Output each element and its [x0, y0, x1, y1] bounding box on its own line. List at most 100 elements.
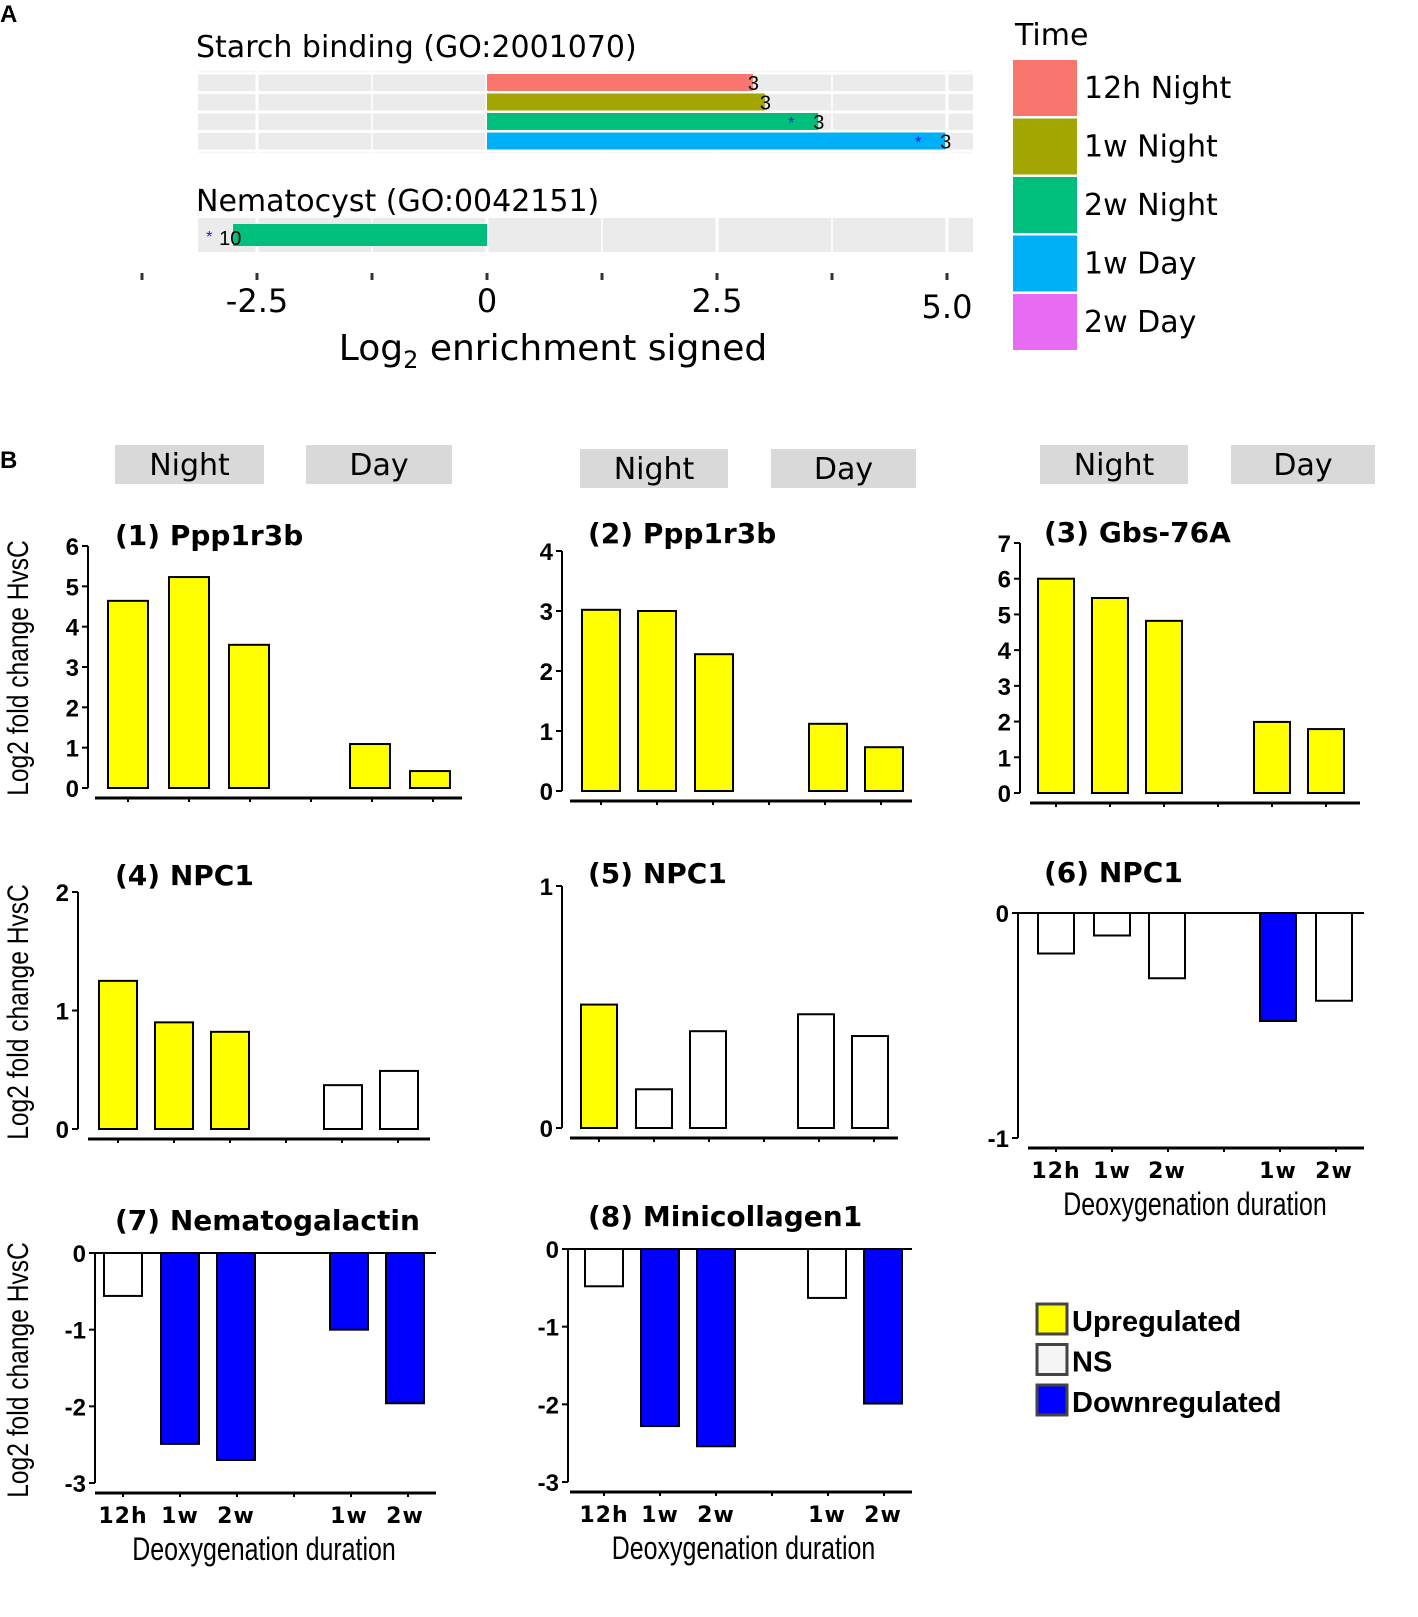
- bar-down: [329, 1252, 369, 1331]
- legend-swatch: [1013, 294, 1077, 350]
- bar-up: [637, 610, 677, 792]
- group-title: Starch binding (GO:2001070): [196, 30, 637, 65]
- bar-up: [1037, 577, 1075, 795]
- bar-up: [1307, 728, 1345, 794]
- panel-a-label: A: [0, 1, 17, 28]
- y-tick-label: 4: [66, 615, 80, 642]
- enrichment-bar: [487, 113, 819, 130]
- panel-b-label: B: [0, 447, 17, 474]
- x-tick-label: 12h: [579, 1503, 628, 1528]
- facet-strip: [306, 445, 452, 484]
- y-tick-label: 0: [56, 1117, 69, 1144]
- x-tick-label: 2w: [864, 1503, 902, 1528]
- facet-strip: [771, 449, 916, 488]
- x-tick-label: 2.5: [692, 282, 743, 320]
- x-tick-label: 0: [477, 282, 497, 320]
- bar-down: [640, 1248, 680, 1428]
- legend-label: NS: [1072, 1347, 1112, 1379]
- count-label: 3: [748, 73, 759, 95]
- y-tick-label: -2: [538, 1392, 559, 1419]
- x-tick-label: 2w: [386, 1504, 424, 1529]
- y-tick-label: 5: [66, 574, 79, 601]
- facet-strip-label: Night: [149, 448, 230, 483]
- y-tick-label: 3: [66, 655, 79, 682]
- y-tick-label: 2: [56, 880, 69, 907]
- y-tick-label: 1: [56, 999, 69, 1026]
- subplot-title: (1) Ppp1r3b: [115, 519, 303, 552]
- bar-down: [385, 1252, 425, 1405]
- x-tick-label: 1w: [808, 1503, 846, 1528]
- y-tick-label: -1: [988, 1126, 1009, 1153]
- bar-up: [409, 770, 451, 789]
- bar-up: [694, 653, 734, 793]
- legend-swatch: [1013, 177, 1077, 233]
- y-tick-label: -2: [65, 1394, 86, 1421]
- x-tick-label: 2w: [697, 1503, 735, 1528]
- y-tick-label: 4: [998, 638, 1012, 665]
- legend-label: 1w Day: [1084, 247, 1196, 282]
- significance-star: *: [915, 135, 921, 152]
- y-axis-label: Log2 fold change HvsC: [1, 540, 35, 796]
- subplot-title: (6) NPC1: [1044, 856, 1183, 889]
- bar-ns: [323, 1084, 363, 1131]
- legend-swatch: [1013, 60, 1077, 116]
- subplot-title: (8) Minicollagen1: [588, 1200, 862, 1233]
- bar-ns: [797, 1013, 835, 1130]
- facet-strip-label: Night: [1074, 448, 1155, 483]
- bar-down: [696, 1248, 736, 1448]
- x-tick-label: 12h: [1031, 1159, 1080, 1184]
- legend-swatch-ns: [1035, 1343, 1069, 1376]
- x-tick-label: 1w: [1093, 1159, 1131, 1184]
- bar-ns: [1093, 912, 1131, 937]
- legend-label: Downregulated: [1072, 1387, 1281, 1419]
- x-axis-label: Deoxygenation duration: [612, 1531, 876, 1567]
- legend-label: 1w Night: [1084, 130, 1218, 165]
- y-tick-label: 1: [66, 736, 79, 763]
- bar-ns: [379, 1069, 419, 1131]
- x-tick-label: 1w: [641, 1503, 679, 1528]
- bar-up: [349, 743, 391, 790]
- bar-ns: [584, 1248, 624, 1288]
- x-tick-label: 2w: [1315, 1159, 1353, 1184]
- y-tick-label: 2: [540, 659, 553, 686]
- bar-up: [1253, 720, 1291, 795]
- enrichment-bar: [233, 224, 487, 246]
- bar-up: [210, 1030, 250, 1130]
- count-label: 3: [813, 112, 824, 134]
- bar-ns: [851, 1035, 889, 1130]
- y-tick-label: 0: [66, 776, 79, 803]
- x-axis-label: Deoxygenation duration: [132, 1532, 396, 1568]
- bar-down: [160, 1252, 200, 1445]
- facet-strip: [115, 445, 264, 484]
- bar-up: [1091, 597, 1129, 794]
- legend-label: Upregulated: [1072, 1306, 1241, 1338]
- bar-ns: [635, 1088, 673, 1130]
- x-tick-label: 1w: [161, 1504, 199, 1529]
- facet-strip-label: Day: [349, 448, 408, 483]
- y-tick-label: 4: [540, 539, 554, 566]
- y-axis-label: Log2 fold change HvsC: [1, 1242, 35, 1498]
- bar-up: [98, 979, 138, 1130]
- bar-up: [808, 722, 848, 792]
- bar-up: [107, 599, 149, 789]
- facet-strip-label: Day: [814, 452, 873, 487]
- y-tick-label: 0: [998, 781, 1011, 808]
- significance-star: *: [788, 115, 794, 132]
- enrichment-bar: [487, 74, 753, 91]
- x-tick-label: 1w: [1259, 1159, 1297, 1184]
- y-tick-label: 6: [998, 567, 1011, 594]
- facet-strip: [1231, 445, 1375, 484]
- y-tick-label: 0: [546, 1237, 559, 1264]
- y-tick-label: 2: [66, 695, 79, 722]
- y-tick-label: -3: [538, 1470, 559, 1497]
- y-axis-label: Log2 fold change HvsC: [1, 884, 35, 1140]
- panel-a-chart: Starch binding (GO:2001070)333*3*Nematoc…: [140, 18, 1232, 374]
- x-tick-label: 2w: [217, 1504, 255, 1529]
- count-label: 3: [940, 132, 951, 154]
- count-label: 10: [219, 228, 241, 250]
- bar-up: [864, 746, 904, 793]
- y-tick-label: 6: [66, 534, 79, 561]
- bar-ns: [103, 1252, 143, 1297]
- facet-strip: [1040, 445, 1188, 484]
- legend-swatch-up: [1035, 1302, 1069, 1336]
